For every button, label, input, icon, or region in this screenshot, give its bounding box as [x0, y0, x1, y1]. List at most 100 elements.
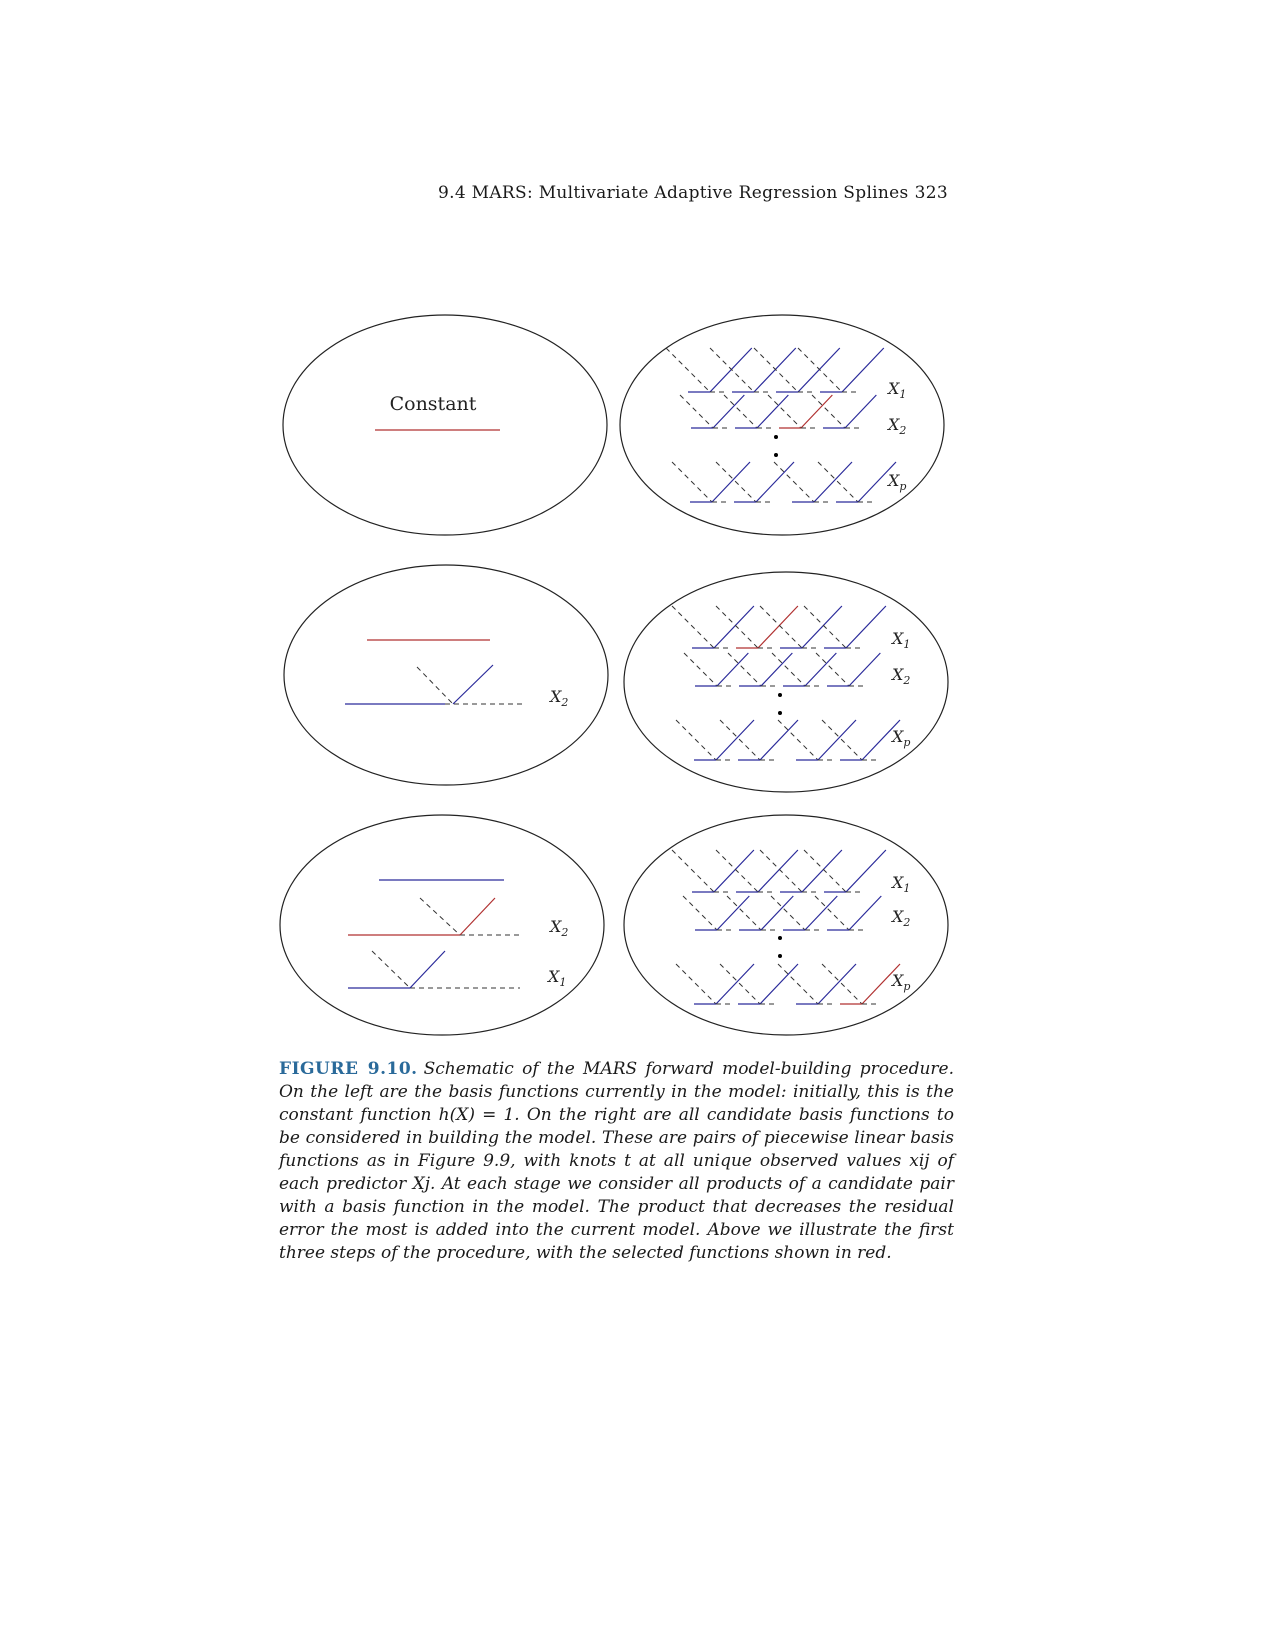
hinge-right-solid	[813, 461, 853, 503]
hinge-left-dashed	[771, 652, 806, 687]
hinge-right-solid	[713, 605, 755, 649]
label-xp: Xp	[890, 727, 910, 749]
ellipse-model-step1	[282, 314, 608, 536]
hinge-left-dashed	[815, 652, 850, 687]
hinge-left-dashed	[715, 605, 759, 649]
hinge-right-solid	[716, 652, 749, 687]
label-x2: X2	[890, 665, 910, 687]
hinge-right-solid	[760, 652, 793, 687]
hinge-right-solid	[757, 849, 799, 893]
ellipsis-dot	[774, 435, 778, 439]
hinge-right-solid	[801, 605, 843, 649]
hinge-x2-solid-selected	[459, 897, 496, 936]
hinge-left-dashed	[767, 394, 802, 429]
hinge-left-dashed	[683, 652, 718, 687]
candidates-x2	[682, 895, 882, 931]
hinge-left-dashed	[773, 461, 815, 503]
hinge-right-solid	[797, 347, 841, 393]
candidates-xp	[675, 719, 901, 761]
ellipse-model-step3	[279, 814, 605, 1036]
hinge-right-solid	[715, 963, 755, 1005]
hinge-right-solid	[845, 849, 887, 893]
candidates-x1	[671, 605, 887, 649]
ellipsis-dot	[778, 693, 782, 697]
panel-row3-left: X2 X1	[279, 814, 605, 1036]
hinge-left-dashed	[753, 347, 799, 393]
hinge-left-dashed	[803, 605, 847, 649]
hinge-right-solid	[848, 895, 882, 931]
panel-row2-right: X1 X2 Xp	[623, 571, 949, 793]
ellipse-candidates-step1	[619, 314, 945, 536]
page-number: 323	[914, 183, 948, 203]
label-x2: X2	[886, 415, 906, 437]
mars-schematic-figure: Constant X1 X2 Xp X2 X1 X2 Xp	[279, 314, 949, 1036]
hinge-right-solid	[757, 605, 799, 649]
hinge-right-solid	[804, 652, 837, 687]
hinge-right-solid	[716, 895, 750, 931]
figure-label: FIGURE 9.10.	[279, 1059, 418, 1079]
hinge-right-solid	[759, 963, 799, 1005]
figure-caption: FIGURE 9.10. Schematic of the MARS forwar…	[279, 1058, 954, 1265]
hinge-left-dashed	[679, 394, 714, 429]
hinge-right-solid	[755, 461, 795, 503]
hinge-left-dashed	[675, 719, 717, 761]
hinge-right-solid	[756, 394, 789, 429]
hinge-left-dashed	[715, 461, 757, 503]
hinge-left-dashed	[675, 963, 717, 1005]
hinge-left-dashed	[814, 895, 850, 931]
label-x2: X2	[548, 687, 568, 709]
hinge-x2-dashed	[419, 897, 461, 936]
hinge-right-solid	[841, 347, 885, 393]
ellipse-model-step2	[283, 564, 609, 786]
hinge-left-dashed	[719, 963, 761, 1005]
candidates-xp	[671, 461, 897, 503]
hinge-right-solid	[713, 849, 755, 893]
hinge-right-solid	[861, 963, 901, 1005]
hinge-x2-solid	[452, 664, 494, 705]
hinge-left-dashed	[723, 394, 758, 429]
hinge-left-dashed	[709, 347, 755, 393]
hinge-right-solid	[857, 461, 897, 503]
hinge-right-solid	[845, 605, 887, 649]
hinge-right-solid	[711, 461, 751, 503]
candidates-x2	[683, 652, 881, 687]
hinge-right-solid	[715, 719, 755, 761]
candidates-x2	[679, 394, 877, 429]
hinge-left-dashed	[821, 719, 863, 761]
hinge-right-solid	[759, 719, 799, 761]
hinge-right-solid	[709, 347, 753, 393]
ellipse-candidates-step3	[623, 814, 949, 1036]
label-x1: X1	[890, 629, 910, 651]
hinge-left-dashed	[770, 895, 806, 931]
ellipsis-dot	[778, 936, 782, 940]
hinge-left-dashed	[726, 895, 762, 931]
label-x2: X2	[548, 917, 568, 939]
hinge-right-solid	[753, 347, 797, 393]
hinge-left-dashed	[671, 849, 715, 893]
hinge-left-dashed	[777, 719, 819, 761]
ellipsis-dot	[774, 453, 778, 457]
label-xp: Xp	[886, 471, 906, 493]
hinge-right-solid	[801, 849, 843, 893]
label-x2: X2	[890, 907, 910, 929]
panel-row2-left: X2	[283, 564, 609, 786]
hinge-right-solid	[760, 895, 794, 931]
panel-row3-right: X1 X2 Xp	[623, 814, 949, 1036]
ellipsis-dot	[778, 954, 782, 958]
hinge-right-solid	[712, 394, 745, 429]
hinge-left-dashed	[811, 394, 846, 429]
panel-row1-right: X1 X2 Xp	[619, 314, 945, 536]
hinge-right-solid	[817, 963, 857, 1005]
hinge-left-dashed	[759, 605, 803, 649]
label-x1: X1	[890, 873, 910, 895]
ellipse-candidates-step2	[623, 571, 949, 793]
section-title: 9.4 MARS: Multivariate Adaptive Regressi…	[438, 183, 909, 203]
hinge-left-dashed	[817, 461, 859, 503]
hinge-left-dashed	[797, 347, 843, 393]
hinge-left-dashed	[719, 719, 761, 761]
ellipsis-dot	[778, 711, 782, 715]
hinge-left-dashed	[665, 347, 711, 393]
hinge-left-dashed	[821, 963, 863, 1005]
label-x1: X1	[546, 967, 566, 989]
hinge-x1-dashed	[371, 950, 411, 989]
